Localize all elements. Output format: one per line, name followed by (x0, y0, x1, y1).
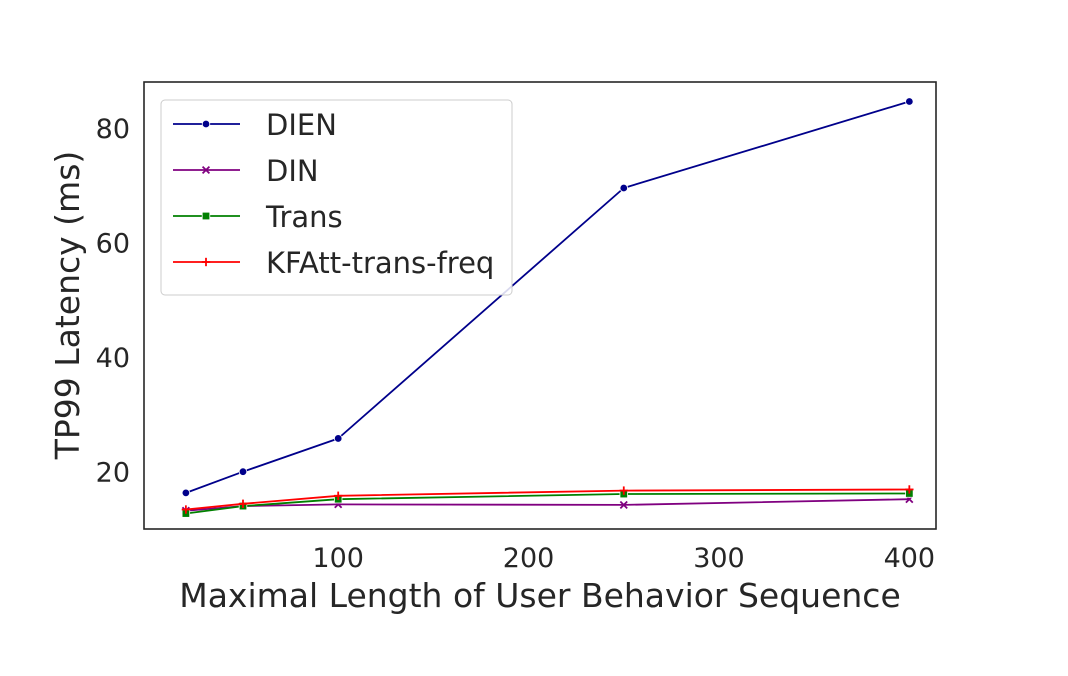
legend-label-kfatt-trans-freq: KFAtt-trans-freq (266, 246, 494, 280)
legend-marker-dien (201, 119, 211, 129)
legend-item-dien: DIEN (173, 108, 337, 142)
data-point-kfatt-trans-freq (619, 486, 628, 495)
legend-label-trans: Trans (265, 200, 343, 234)
data-point-din-stroke (619, 500, 628, 509)
legend-box (160, 99, 513, 296)
data-point-dien (181, 488, 191, 498)
legend-marker-din (201, 165, 211, 175)
y-tick-label: 60 (96, 228, 130, 259)
series-dien (181, 97, 914, 498)
legend-item-din: DIN (173, 154, 319, 188)
ticks-layer: 100 200 300 400 20 40 60 80 (96, 114, 935, 574)
y-axis-label: TP99 Latency (ms) (48, 151, 87, 461)
data-point-dien (238, 467, 248, 476)
data-point-kfatt-trans-freq (181, 505, 191, 514)
data-point-kfatt-trans-freq (238, 499, 248, 508)
plot-frame (143, 81, 937, 530)
y-tick-label: 80 (96, 114, 130, 145)
y-tick-label: 20 (96, 458, 130, 489)
legend-marker-trans (201, 211, 211, 221)
series-kfatt-trans-freq (181, 485, 914, 514)
data-point-dien (333, 434, 343, 443)
x-tick-label: 200 (503, 543, 555, 574)
data-point-kfatt-trans-freq (905, 485, 914, 494)
x-tick-label: 400 (884, 543, 936, 574)
legend: DIEN DIN Trans KFAtt-trans-freq (160, 99, 513, 296)
legend-item-trans: Trans (173, 200, 343, 234)
legend-marker-kfatt-trans-freq (201, 257, 211, 267)
x-tick-label: 100 (312, 543, 364, 574)
x-axis-label: Maximal Length of User Behavior Sequence (179, 576, 901, 615)
data-point-kfatt-trans-freq (334, 491, 343, 500)
data-point-dien (905, 97, 914, 106)
y-tick-label: 40 (96, 343, 130, 374)
data-point-din (619, 500, 628, 509)
x-tick-label: 300 (693, 543, 745, 574)
data-point-dien (619, 183, 628, 193)
legend-item-kfatt-trans-freq: KFAtt-trans-freq (173, 246, 494, 280)
legend-label-dien: DIEN (266, 108, 337, 142)
legend-label-din: DIN (266, 154, 319, 188)
legend-marker-din-stroke (201, 165, 211, 175)
series-layer (181, 97, 914, 518)
